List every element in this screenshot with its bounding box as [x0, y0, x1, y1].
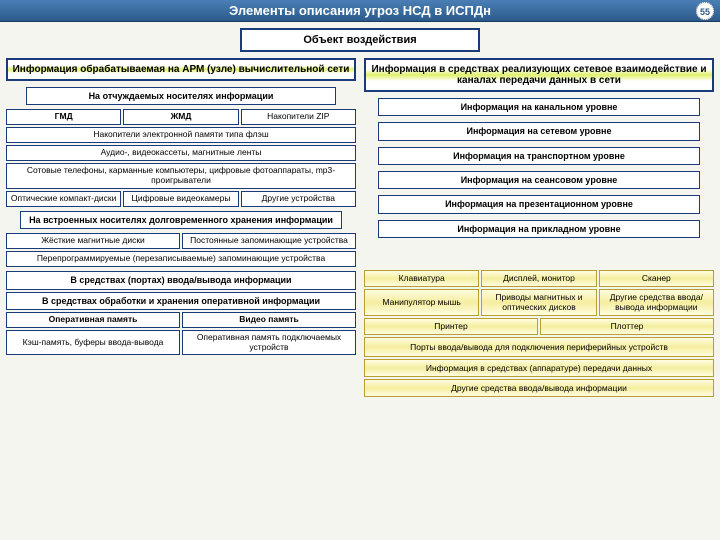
- row-optical: Оптические компакт-диски Цифровые видеок…: [6, 191, 356, 207]
- row-ram: Оперативная память Видео память: [6, 312, 356, 328]
- row-gmd: ГМД ЖМД Накопители ZIP: [6, 109, 356, 125]
- box-gmd: ГМД: [6, 109, 121, 125]
- box-other-dev: Другие устройства: [241, 191, 356, 207]
- title-bar: Элементы описания угроз НСД в ИСПДн 55: [0, 0, 720, 22]
- y-scanner: Сканер: [599, 270, 714, 287]
- right-column: Информация в средствах реализующих сетев…: [364, 56, 714, 397]
- row-cache: Кэш-память, буферы ввода-вывода Оператив…: [6, 330, 356, 356]
- r-app: Информация на прикладном уровне: [378, 220, 700, 238]
- box-reprog: Перепрограммируемые (перезаписываемые) з…: [6, 251, 356, 267]
- box-ram: Оперативная память: [6, 312, 180, 328]
- left-sub2: На встроенных носителях долговременного …: [20, 211, 342, 229]
- left-sub4: В средствах обработки и хранения операти…: [6, 292, 356, 310]
- page-number-badge: 55: [696, 2, 714, 20]
- periph-row3: Принтер Плоттер: [364, 318, 714, 335]
- periph-row1: Клавиатура Дисплей, монитор Сканер: [364, 270, 714, 287]
- y-mouse: Манипулятор мышь: [364, 289, 479, 316]
- y-plotter: Плоттер: [540, 318, 714, 335]
- left-sub1: На отчуждаемых носителях информации: [26, 87, 336, 105]
- left-column: Информация обрабатываемая на АРМ (узле) …: [6, 56, 356, 397]
- box-flash: Накопители электронной памяти типа флэш: [6, 127, 356, 143]
- y-ports: Порты ввода/вывода для подключения периф…: [364, 337, 714, 357]
- box-zip: Накопители ZIP: [241, 109, 356, 125]
- y-keyboard: Клавиатура: [364, 270, 479, 287]
- right-header: Информация в средствах реализующих сетев…: [364, 58, 714, 92]
- y-printer: Принтер: [364, 318, 538, 335]
- box-audio: Аудио-, видеокассеты, магнитные ленты: [6, 145, 356, 161]
- y-display: Дисплей, монитор: [481, 270, 596, 287]
- r-network: Информация на сетевом уровне: [378, 122, 700, 140]
- box-camera: Цифровые видеокамеры: [123, 191, 238, 207]
- box-phones: Сотовые телефоны, карманные компьютеры, …: [6, 163, 356, 189]
- box-extram: Оперативная память подключаемых устройст…: [182, 330, 356, 356]
- object-box: Объект воздействия: [240, 28, 480, 52]
- r-channel: Информация на канальном уровне: [378, 98, 700, 116]
- box-cache: Кэш-память, буферы ввода-вывода: [6, 330, 180, 356]
- r-present: Информация на презентационном уровне: [378, 195, 700, 213]
- y-drives: Приводы магнитных и оптических дисков: [481, 289, 596, 316]
- left-sub3: В средствах (портах) ввода/вывода информ…: [6, 271, 356, 289]
- page-title: Элементы описания угроз НСД в ИСПДн: [229, 3, 491, 18]
- box-vram: Видео память: [182, 312, 356, 328]
- box-optical: Оптические компакт-диски: [6, 191, 121, 207]
- y-otherio: Другие средства ввода/вывода информации: [599, 289, 714, 316]
- content-area: Объект воздействия Информация обрабатыва…: [0, 22, 720, 401]
- r-transport: Информация на транспортном уровне: [378, 147, 700, 165]
- box-hdd: Жёсткие магнитные диски: [6, 233, 180, 249]
- periph-row2: Манипулятор мышь Приводы магнитных и опт…: [364, 289, 714, 316]
- box-rom: Постоянные запоминающие устройства: [182, 233, 356, 249]
- left-header: Информация обрабатываемая на АРМ (узле) …: [6, 58, 356, 81]
- y-other2: Другие средства ввода/вывода информации: [364, 379, 714, 397]
- columns: Информация обрабатываемая на АРМ (узле) …: [6, 56, 714, 397]
- box-jmd: ЖМД: [123, 109, 238, 125]
- r-session: Информация на сеансовом уровне: [378, 171, 700, 189]
- row-hdd: Жёсткие магнитные диски Постоянные запом…: [6, 233, 356, 249]
- y-transmit: Информация в средствах (аппаратуре) пере…: [364, 359, 714, 377]
